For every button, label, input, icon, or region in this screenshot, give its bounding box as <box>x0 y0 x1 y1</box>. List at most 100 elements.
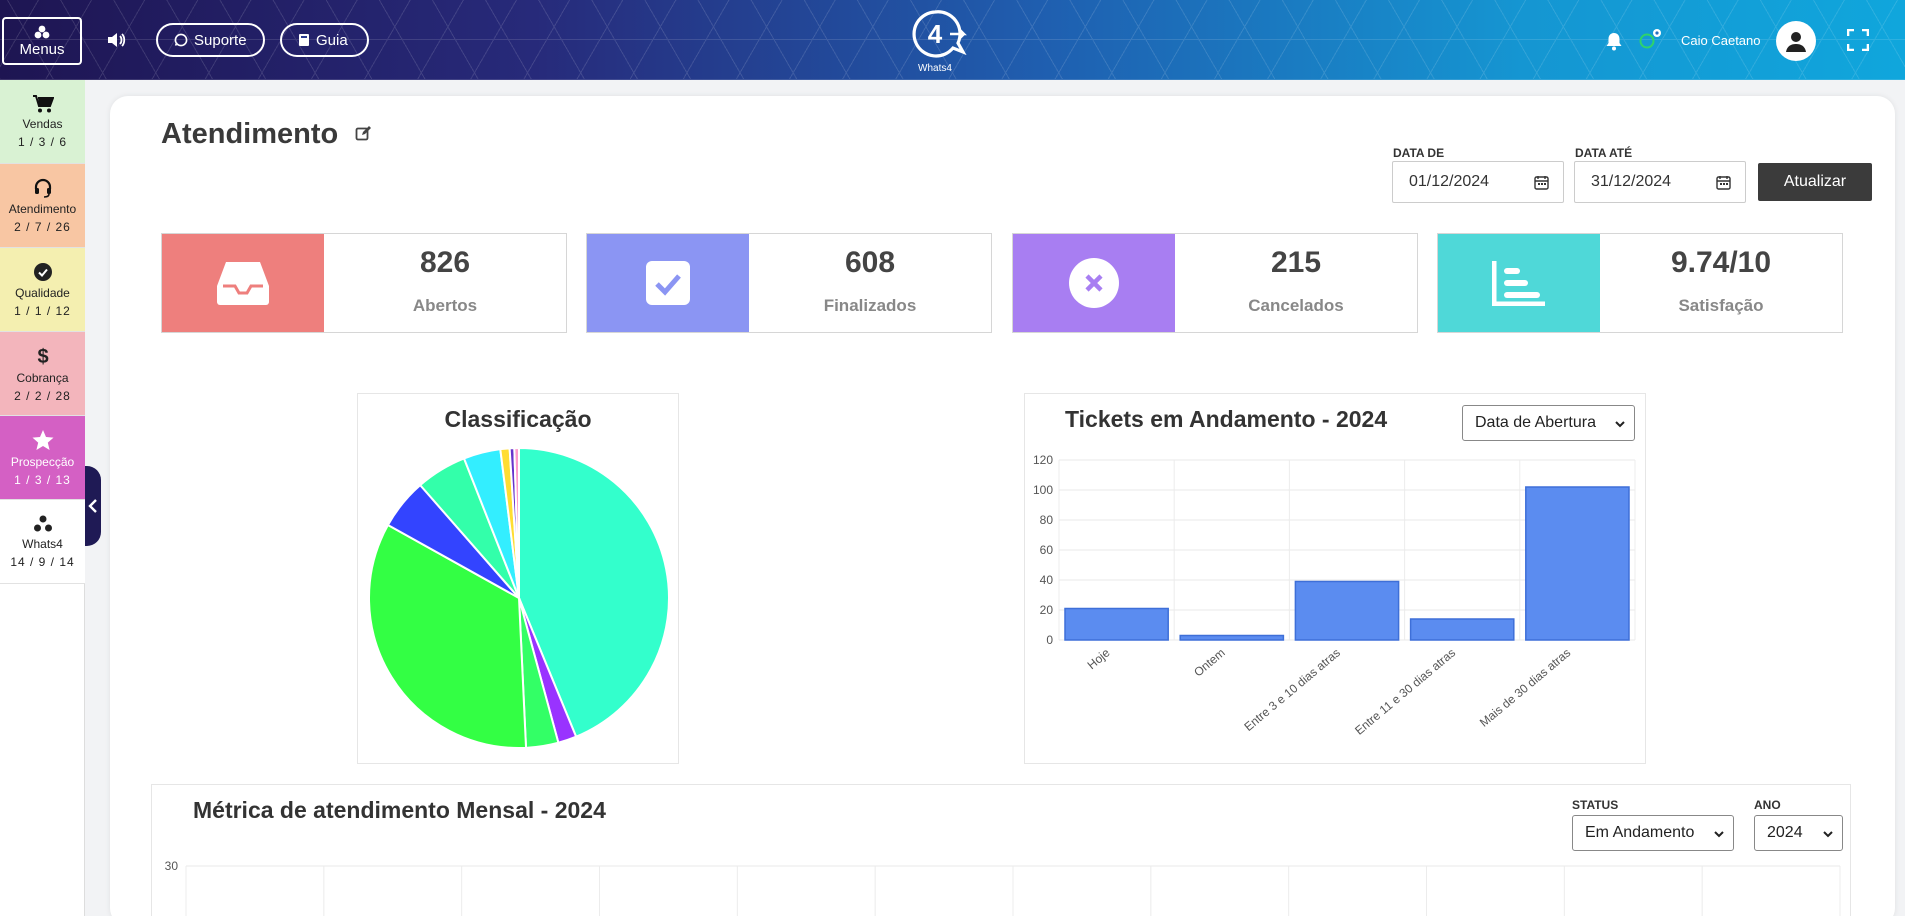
sidebar-item-label: Prospecção <box>10 454 75 469</box>
menus-button[interactable]: Menus <box>2 17 82 65</box>
bar-1[interactable] <box>1179 634 1285 641</box>
calendar-icon[interactable] <box>1534 175 1549 190</box>
star-icon <box>32 429 53 450</box>
suporte-label: Suporte <box>194 31 247 49</box>
pie-chart[interactable] <box>359 440 679 760</box>
guia-button[interactable]: Guia <box>280 23 369 57</box>
x-tick-label: Mais de 30 dias atras <box>1477 646 1573 730</box>
fullscreen-icon[interactable] <box>1847 29 1869 51</box>
sidebar-item-counts: 14 / 9 / 14 <box>10 554 75 569</box>
bar-chart-title: Tickets em Andamento - 2024 <box>1065 406 1388 432</box>
stat-tile <box>1438 234 1600 332</box>
logo-text: Whats4 <box>918 63 952 74</box>
chevron-left-icon <box>88 499 97 513</box>
top-bar: Menus Suporte Guia 4 Whats4 Caio Caetano <box>0 0 1905 80</box>
check-square-icon <box>646 261 690 305</box>
x-circle-icon <box>1069 258 1119 308</box>
stat-label: Satisfação <box>1678 296 1764 315</box>
stat-tile <box>587 234 749 332</box>
whats4-logo-icon: 4 <box>912 10 967 58</box>
whatsapp-settings-icon[interactable] <box>1638 26 1664 50</box>
y-tick-label: 0 <box>1046 633 1053 647</box>
guia-label: Guia <box>316 31 348 49</box>
sidebar-item-label: Cobrança <box>16 370 69 385</box>
svg-text:$: $ <box>37 346 48 367</box>
sidebar: Vendas 1 / 3 / 6 Atendimento 2 / 7 / 26 … <box>0 80 85 916</box>
stat-value: 826 <box>419 246 471 279</box>
sidebar-item-counts: 2 / 2 / 28 <box>14 388 71 403</box>
sidebar-item-label: Whats4 <box>22 536 63 551</box>
stat-value: 215 <box>1270 246 1322 279</box>
stat-card-satisfacao: 9.74/10 Satisfação <box>1437 233 1843 333</box>
bar-chart-icon <box>1492 261 1545 306</box>
calendar-icon[interactable] <box>1716 175 1731 190</box>
whats4-icon <box>33 515 52 531</box>
volume-icon[interactable] <box>106 31 126 49</box>
dollar-icon: $ <box>37 346 48 367</box>
user-icon <box>1786 32 1806 52</box>
chevron-down-icon <box>1615 421 1625 428</box>
y-tick-label: 30 <box>165 859 179 873</box>
stat-label: Cancelados <box>1248 296 1344 315</box>
y-tick-label: 100 <box>1033 483 1053 497</box>
page-title: Atendimento <box>161 118 339 150</box>
stat-value: 9.74/10 <box>1670 246 1772 279</box>
bar-4[interactable] <box>1525 486 1630 641</box>
year-label: ANO <box>1754 798 1781 812</box>
metric-chart[interactable]: 30 <box>152 855 1852 916</box>
sidebar-item-vendas[interactable]: Vendas 1 / 3 / 6 <box>0 80 85 164</box>
status-select[interactable]: Em Andamento <box>1572 815 1734 851</box>
y-tick-label: 60 <box>1040 543 1054 557</box>
stat-tile <box>162 234 324 332</box>
date-to-value: 31/12/2024 <box>1591 173 1672 190</box>
y-tick-label: 120 <box>1033 454 1053 467</box>
sidebar-item-qualidade[interactable]: Qualidade 1 / 1 / 12 <box>0 248 85 332</box>
sidebar-item-counts: 1 / 3 / 13 <box>14 472 71 487</box>
x-tick-label: Entre 3 e 10 dias atras <box>1241 646 1342 734</box>
date-from-value: 01/12/2024 <box>1409 173 1490 190</box>
bell-icon[interactable] <box>1605 31 1623 51</box>
classificacao-panel: Classificação <box>357 393 679 764</box>
user-name[interactable]: Caio Caetano <box>1681 33 1761 48</box>
date-to-label: DATA ATÉ <box>1575 146 1633 160</box>
stat-tile <box>1013 234 1175 332</box>
date-to-input[interactable]: 31/12/2024 <box>1574 161 1746 203</box>
update-button[interactable]: Atualizar <box>1758 163 1872 201</box>
sidebar-item-cobranca[interactable]: $ Cobrança 2 / 2 / 28 <box>0 332 85 416</box>
x-tick-label: Ontem <box>1191 646 1228 680</box>
metrica-panel: Métrica de atendimento Mensal - 2024 STA… <box>151 784 1851 916</box>
check-circle-icon <box>33 262 52 281</box>
edit-icon[interactable] <box>355 125 372 142</box>
bar-3[interactable] <box>1409 618 1515 641</box>
sidebar-item-label: Vendas <box>22 116 63 131</box>
header-pattern <box>0 0 1905 80</box>
sidebar-item-counts: 1 / 3 / 6 <box>17 134 68 149</box>
sidebar-item-whats4[interactable]: Whats4 14 / 9 / 14 <box>0 500 85 584</box>
sidebar-item-prospeccao[interactable]: Prospecção 1 / 3 / 13 <box>0 416 85 500</box>
stat-card-cancelados: 215 Cancelados <box>1012 233 1418 333</box>
menu-blobs-icon <box>34 25 50 38</box>
whats4-logo[interactable]: 4 Whats4 <box>900 6 970 76</box>
sidebar-item-atendimento[interactable]: Atendimento 2 / 7 / 26 <box>0 164 85 248</box>
tickets-date-select[interactable]: Data de Abertura <box>1462 405 1635 441</box>
sidebar-item-counts: 2 / 7 / 26 <box>14 219 71 234</box>
y-tick-label: 80 <box>1040 513 1054 527</box>
suporte-button[interactable]: Suporte <box>156 23 265 57</box>
headset-icon <box>34 178 51 198</box>
stat-label: Abertos <box>412 296 478 315</box>
date-from-label: DATA DE <box>1393 146 1445 160</box>
x-tick-label: Entre 11 e 30 dias atras <box>1352 646 1458 738</box>
x-tick-label: Hoje <box>1085 645 1113 672</box>
bar-0[interactable] <box>1064 607 1169 641</box>
year-select-value: 2024 <box>1767 824 1803 841</box>
bar-chart[interactable]: 120 100 80 60 40 20 0 Hoje Ontem Entre 3 e 10 dia… <box>1025 454 1645 754</box>
date-from-input[interactable]: 01/12/2024 <box>1392 161 1564 203</box>
pie-slice-0[interactable] <box>518 446 670 739</box>
pie-slice-9[interactable] <box>513 446 520 599</box>
sidebar-collapse-button[interactable] <box>85 466 101 546</box>
year-select[interactable]: 2024 <box>1754 815 1843 851</box>
metric-chart-title: Métrica de atendimento Mensal - 2024 <box>193 797 606 823</box>
tickets-panel: Tickets em Andamento - 2024 Data de Aber… <box>1024 393 1646 764</box>
bar-2[interactable] <box>1294 580 1400 641</box>
avatar[interactable] <box>1776 21 1816 61</box>
